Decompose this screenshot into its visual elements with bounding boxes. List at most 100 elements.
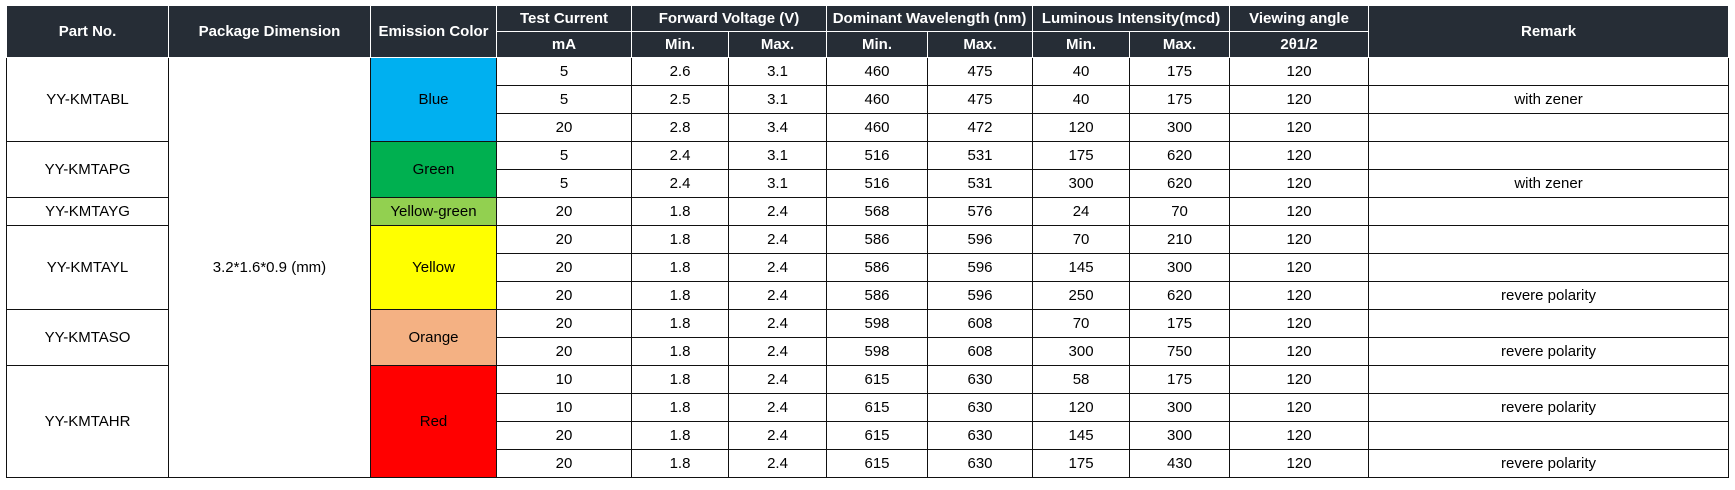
viewing-angle-cell: 120 bbox=[1229, 449, 1370, 478]
wl-min-cell: 460 bbox=[826, 113, 929, 142]
viewing-angle-cell: 120 bbox=[1229, 197, 1370, 226]
wl-min-cell: 586 bbox=[826, 225, 929, 254]
vf-min-cell: 2.8 bbox=[631, 113, 729, 142]
viewing-angle-cell: 120 bbox=[1229, 169, 1370, 198]
part-no-cell: YY-KMTAYL bbox=[6, 225, 169, 310]
table-row: 20 1.8 2.4 615 630 145 300 120 bbox=[7, 421, 1730, 450]
header-dominant-wavelength: Dominant Wavelength (nm) bbox=[826, 5, 1034, 32]
vf-max-cell: 3.1 bbox=[727, 57, 828, 86]
iv-min-cell: 300 bbox=[1032, 169, 1131, 198]
iv-max-cell: 430 bbox=[1129, 449, 1231, 478]
vf-max-cell: 2.4 bbox=[727, 449, 828, 478]
part-no-cell: YY-KMTAPG bbox=[6, 141, 169, 198]
viewing-angle-cell: 120 bbox=[1229, 281, 1370, 310]
viewing-angle-cell: 120 bbox=[1229, 309, 1370, 338]
header-iv-min: Min. bbox=[1032, 31, 1131, 58]
iv-max-cell: 175 bbox=[1129, 57, 1231, 86]
vf-min-cell: 1.8 bbox=[631, 225, 729, 254]
viewing-angle-cell: 120 bbox=[1229, 393, 1370, 422]
test-current-cell: 20 bbox=[496, 449, 632, 478]
vf-max-cell: 2.4 bbox=[727, 253, 828, 282]
remark-cell: revere polarity bbox=[1368, 337, 1730, 366]
table-row: 20 1.8 2.4 598 608 300 750 120 revere polarity bbox=[7, 337, 1730, 366]
remark-cell: with zener bbox=[1368, 169, 1730, 198]
table-row: 20 1.8 2.4 586 596 250 620 120 revere polarity bbox=[7, 281, 1730, 310]
header-test-current-unit: mA bbox=[496, 31, 632, 58]
vf-max-cell: 2.4 bbox=[727, 309, 828, 338]
iv-max-cell: 175 bbox=[1129, 365, 1231, 394]
table-row: YY-KMTAPG Green 5 2.4 3.1 516 531 175 620 120 bbox=[6, 141, 1730, 198]
table-row: 5 2.4 3.1 516 531 300 620 120 with zener bbox=[7, 169, 1730, 198]
test-current-cell: 20 bbox=[496, 337, 632, 366]
header-viewing-angle-unit: 2θ1/2 bbox=[1229, 31, 1370, 58]
vf-max-cell: 3.1 bbox=[727, 169, 828, 198]
vf-max-cell: 2.4 bbox=[727, 393, 828, 422]
wl-min-cell: 568 bbox=[826, 197, 929, 226]
table-row: YY-KMTAHR Red 10 1.8 2.4 615 630 58 175 120 bbox=[6, 365, 1730, 478]
header-part-no: Part No. bbox=[6, 5, 169, 58]
wl-min-cell: 516 bbox=[826, 141, 929, 170]
iv-min-cell: 145 bbox=[1032, 421, 1131, 450]
remark-cell bbox=[1368, 225, 1730, 254]
iv-min-cell: 70 bbox=[1032, 225, 1131, 254]
iv-max-cell: 300 bbox=[1129, 113, 1231, 142]
emission-color-cell: Green bbox=[370, 141, 497, 198]
vf-min-cell: 1.8 bbox=[631, 309, 729, 338]
iv-min-cell: 175 bbox=[1032, 141, 1131, 170]
header-forward-voltage: Forward Voltage (V) bbox=[630, 5, 828, 32]
header-wl-min: Min. bbox=[826, 31, 929, 58]
vf-max-cell: 2.4 bbox=[727, 421, 828, 450]
vf-min-cell: 2.6 bbox=[631, 57, 729, 86]
remark-cell bbox=[1368, 57, 1730, 86]
remark-cell bbox=[1368, 253, 1730, 282]
iv-max-cell: 175 bbox=[1129, 309, 1231, 338]
iv-min-cell: 40 bbox=[1032, 85, 1131, 114]
remark-cell bbox=[1368, 365, 1730, 394]
header-luminous-intensity: Luminous Intensity(mcd) bbox=[1032, 5, 1231, 32]
remark-cell bbox=[1368, 141, 1730, 170]
iv-max-cell: 620 bbox=[1129, 141, 1231, 170]
wl-max-cell: 475 bbox=[927, 57, 1034, 86]
iv-max-cell: 620 bbox=[1129, 281, 1231, 310]
iv-min-cell: 300 bbox=[1032, 337, 1131, 366]
vf-max-cell: 2.4 bbox=[727, 225, 828, 254]
test-current-cell: 20 bbox=[496, 309, 632, 338]
remark-cell bbox=[1368, 113, 1730, 142]
iv-min-cell: 250 bbox=[1032, 281, 1131, 310]
wl-max-cell: 608 bbox=[927, 337, 1034, 366]
wl-min-cell: 598 bbox=[826, 309, 929, 338]
vf-min-cell: 1.8 bbox=[631, 197, 729, 226]
iv-max-cell: 300 bbox=[1129, 253, 1231, 282]
iv-min-cell: 120 bbox=[1032, 113, 1131, 142]
iv-max-cell: 750 bbox=[1129, 337, 1231, 366]
wl-max-cell: 576 bbox=[927, 197, 1034, 226]
table-row: 5 2.5 3.1 460 475 40 175 120 with zener bbox=[7, 85, 1730, 114]
vf-min-cell: 2.4 bbox=[631, 141, 729, 170]
wl-min-cell: 615 bbox=[826, 365, 929, 394]
test-current-cell: 20 bbox=[496, 197, 632, 226]
wl-min-cell: 460 bbox=[826, 57, 929, 86]
wl-max-cell: 596 bbox=[927, 281, 1034, 310]
table-header: Part No. Package Dimension Emission Colo… bbox=[6, 5, 1730, 58]
wl-max-cell: 596 bbox=[927, 225, 1034, 254]
header-vf-min: Min. bbox=[631, 31, 729, 58]
vf-max-cell: 2.4 bbox=[727, 197, 828, 226]
wl-max-cell: 596 bbox=[927, 253, 1034, 282]
part-no-cell: YY-KMTABL bbox=[6, 57, 169, 142]
iv-max-cell: 70 bbox=[1129, 197, 1231, 226]
part-no-cell: YY-KMTAYG bbox=[6, 197, 169, 226]
table-row: YY-KMTASO Orange 20 1.8 2.4 598 608 70 175 120 bbox=[6, 309, 1730, 366]
vf-min-cell: 2.4 bbox=[631, 169, 729, 198]
iv-max-cell: 175 bbox=[1129, 85, 1231, 114]
part-no-cell: YY-KMTAHR bbox=[6, 365, 169, 478]
vf-min-cell: 1.8 bbox=[631, 253, 729, 282]
test-current-cell: 10 bbox=[496, 393, 632, 422]
wl-min-cell: 586 bbox=[826, 281, 929, 310]
table-row: 20 1.8 2.4 615 630 175 430 120 revere polarity bbox=[7, 449, 1730, 478]
vf-min-cell: 1.8 bbox=[631, 281, 729, 310]
wl-max-cell: 531 bbox=[927, 169, 1034, 198]
viewing-angle-cell: 120 bbox=[1229, 85, 1370, 114]
wl-min-cell: 460 bbox=[826, 85, 929, 114]
table-body: YY-KMTABL 3.2*1.6*0.9 (mm) Blue 5 2.6 3.1 460 4… bbox=[6, 57, 1730, 478]
iv-min-cell: 58 bbox=[1032, 365, 1131, 394]
